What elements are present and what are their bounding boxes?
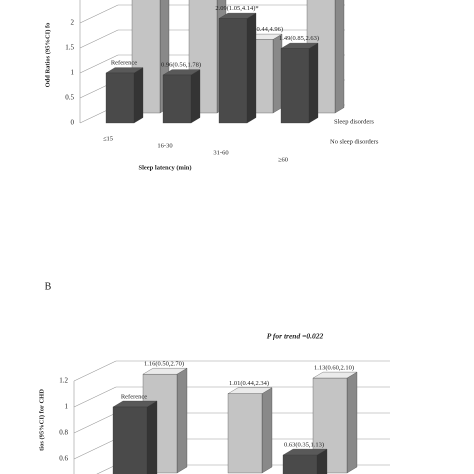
grid-line (73, 412, 117, 434)
bar-front (162, 74, 192, 124)
y-axis-label: Odd Ratios (95%CI) fo (44, 23, 51, 88)
bar-side (146, 400, 158, 474)
value-label: Reference (121, 393, 147, 400)
bar-side (334, 0, 345, 114)
bar-side (308, 42, 319, 124)
grid-line (79, 54, 119, 74)
chart-title: P for trend =0.022 (267, 332, 324, 341)
value-label: 1.16(0.50,2.70) (144, 361, 184, 368)
bar-side (346, 371, 358, 474)
bar (112, 400, 158, 474)
grid-line (73, 438, 117, 460)
y-axis-label: tios (95%CI) for CHD (38, 389, 45, 451)
y-tick-label: 1 (71, 69, 75, 77)
value-label: Reference (111, 59, 137, 66)
value-label: 0.96(0.56,1.78) (161, 61, 201, 68)
value-label: 1.01(0.44,2.34) (229, 380, 269, 387)
panel-label: B (45, 281, 52, 292)
bar-side (261, 387, 273, 474)
y-tick-label: 1.2 (59, 377, 68, 385)
y-tick-label: 2 (71, 19, 75, 27)
bar (131, 0, 170, 114)
value-label: 1.49(0.85,2.63) (279, 35, 319, 42)
bar-front (227, 393, 263, 474)
grid-line (73, 360, 117, 382)
bar-front (105, 72, 135, 124)
y-tick-label: 0.8 (59, 429, 68, 437)
bar (280, 42, 319, 124)
bar-front (282, 454, 318, 474)
y-tick-label: 0.6 (59, 455, 68, 463)
x-tick-label: ≥60 (278, 156, 288, 163)
bar (282, 448, 328, 474)
grid-line (79, 29, 119, 49)
x-axis-label: Sleep latency (min) (138, 164, 191, 171)
bar-side (176, 367, 188, 474)
bar-side (190, 69, 201, 124)
legend-label: No sleep disorders (330, 138, 379, 145)
bar (218, 12, 257, 124)
y-tick-label: 1.5 (65, 44, 74, 52)
bar-front (112, 406, 148, 474)
bar (227, 387, 273, 474)
bar (105, 67, 144, 124)
y-tick-label: 1 (65, 403, 69, 411)
bar-side (246, 12, 257, 124)
y-tick-label: 2.5 (65, 0, 74, 2)
x-tick-label: 16-30 (157, 142, 172, 149)
x-tick-label: 31-60 (213, 149, 228, 156)
bar-side (133, 67, 144, 124)
value-label: 1.47(0.44,4.96) (243, 26, 283, 33)
y-tick-label: 0 (71, 119, 75, 127)
grid-line (73, 386, 117, 408)
x-tick-label: ≤15 (103, 135, 113, 142)
legend-label: Sleep disorders (334, 118, 374, 125)
y-tick-label: 0.5 (65, 94, 74, 102)
bar-front (218, 18, 248, 124)
grid-line (96, 464, 117, 474)
bar (162, 69, 201, 124)
bar-side (272, 33, 283, 114)
grid-line (79, 4, 119, 24)
value-label: 2.09(1.05,4.14)* (215, 5, 258, 12)
value-label: 0.63(0.35,1.13) (284, 442, 324, 449)
value-label: 1.13(0.60,2.10) (314, 365, 354, 372)
bar-front (280, 48, 310, 124)
